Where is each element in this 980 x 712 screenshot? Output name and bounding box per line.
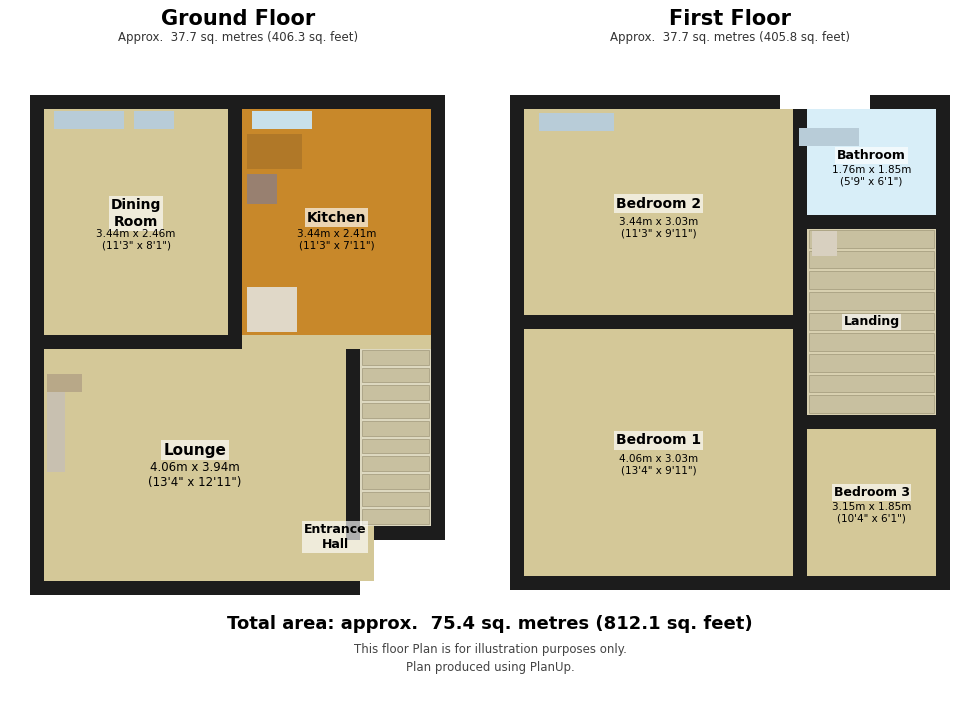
Bar [362,367,429,382]
Bar [346,349,360,540]
Bar [809,271,934,289]
Text: Approx.  37.7 sq. metres (406.3 sq. feet): Approx. 37.7 sq. metres (406.3 sq. feet) [118,31,358,43]
Bar [247,134,302,169]
Bar [809,251,934,268]
Text: 1.76m x 1.85m
(5'9" x 6'1"): 1.76m x 1.85m (5'9" x 6'1") [832,164,911,187]
Bar [54,111,124,129]
Bar [362,491,429,506]
Bar [524,315,807,329]
Text: This floor Plan is for illustration purposes only.: This floor Plan is for illustration purp… [354,644,626,656]
Bar [242,109,431,335]
Bar [362,456,429,471]
Bar [134,111,174,129]
Polygon shape [510,95,950,590]
Text: 3.15m x 1.85m
(10'4" x 6'1"): 3.15m x 1.85m (10'4" x 6'1") [832,502,911,523]
Bar [360,349,431,526]
Bar [47,382,65,472]
Text: Approx.  37.7 sq. metres (405.8 sq. feet): Approx. 37.7 sq. metres (405.8 sq. feet) [610,31,850,43]
Bar [793,109,807,576]
Text: Dining
Room: Dining Room [111,199,161,229]
Text: 3.44m x 2.46m
(11'3" x 8'1"): 3.44m x 2.46m (11'3" x 8'1") [96,229,175,251]
Bar [247,174,277,204]
Bar [362,350,429,365]
Bar [809,230,934,248]
Bar [247,287,297,332]
Bar [807,429,936,576]
Bar [362,421,429,436]
Polygon shape [524,109,936,576]
Text: First Floor: First Floor [669,9,791,29]
Bar [807,109,936,215]
Bar [362,385,429,400]
Bar [539,113,614,131]
Text: Lounge: Lounge [164,442,226,458]
Bar [809,354,934,372]
Bar [809,313,934,330]
Text: Plan produced using PlanUp.: Plan produced using PlanUp. [406,661,574,674]
Bar [809,292,934,310]
Text: Total area: approx.  75.4 sq. metres (812.1 sq. feet): Total area: approx. 75.4 sq. metres (812… [227,615,753,633]
Bar [812,231,837,256]
Bar [809,375,934,392]
Bar [362,509,429,524]
Text: Bathroom: Bathroom [837,149,906,162]
Text: Kitchen: Kitchen [307,211,367,224]
Bar [793,215,936,229]
Text: Landing: Landing [844,315,900,328]
Text: Bedroom 3: Bedroom 3 [834,486,909,499]
Bar [362,403,429,418]
Text: 4.06m x 3.94m
(13'4" x 12'11"): 4.06m x 3.94m (13'4" x 12'11") [148,461,242,489]
Polygon shape [30,95,445,595]
Bar [44,335,242,349]
Text: Entrance
Hall: Entrance Hall [304,523,367,551]
Bar [524,329,793,576]
Text: Bedroom 1: Bedroom 1 [616,434,701,448]
Text: 3.44m x 2.41m
(11'3" x 7'11"): 3.44m x 2.41m (11'3" x 7'11") [297,229,376,251]
Bar [524,109,793,315]
Text: 3.44m x 3.03m
(11'3" x 9'11"): 3.44m x 3.03m (11'3" x 9'11") [619,216,698,239]
Bar [362,474,429,488]
Bar [799,128,859,146]
Text: Bedroom 2: Bedroom 2 [616,197,701,211]
Bar [228,109,242,342]
Bar [252,111,312,129]
Bar [793,415,936,429]
Bar [47,374,82,392]
Polygon shape [44,109,431,581]
Text: Ground Floor: Ground Floor [161,9,316,29]
Bar [807,229,936,415]
Bar [362,439,429,454]
Bar [809,395,934,413]
Bar [809,333,934,351]
Text: 4.06m x 3.03m
(13'4" x 9'11"): 4.06m x 3.03m (13'4" x 9'11") [619,454,698,476]
